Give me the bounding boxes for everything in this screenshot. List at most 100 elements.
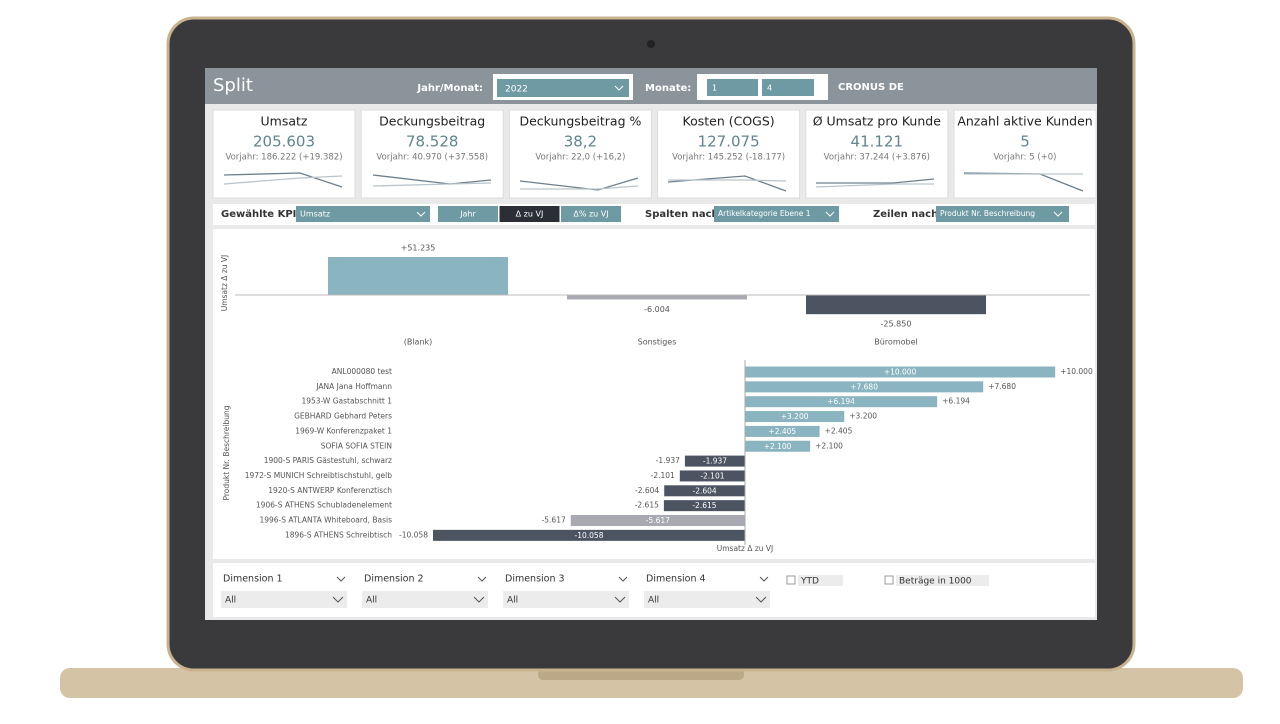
y-tick-label: 1996-S ATLANTA Whiteboard, Basis (259, 516, 392, 525)
bar-inner-label: +2.405 (768, 427, 796, 436)
y-tick-label: 1969-W Konferenzpaket 1 (295, 426, 392, 435)
kpi-card (508, 109, 652, 199)
data-label: -10.058 (399, 530, 428, 539)
kpi-mode-button[interactable] (438, 206, 498, 222)
bar (745, 425, 820, 437)
bar (570, 515, 745, 526)
kpi-previous: Vorjahr: 37.244 (+3.876) (824, 153, 930, 163)
dimension-value: All (225, 596, 236, 606)
chevron (477, 576, 487, 582)
data-label: +3.200 (849, 412, 877, 421)
month-from-box[interactable] (707, 79, 758, 96)
data-label: -5.617 (542, 516, 566, 525)
columns-dropdown[interactable] (714, 206, 839, 222)
sparkline (372, 182, 492, 187)
chevron (614, 596, 626, 603)
y-tick-label: 1972-S MUNICH Schreibtischstuhl, gelb (245, 471, 392, 480)
bar (663, 500, 745, 512)
data-label: -1.937 (656, 456, 680, 465)
kpi-value: 38,2 (564, 133, 597, 151)
kpi-previous: Vorjahr: 40.970 (+37.558) (376, 153, 488, 163)
months-label: Monate: (645, 83, 691, 94)
toggle-bg (896, 575, 989, 586)
control-bar (213, 204, 1095, 225)
kpi-card (657, 109, 801, 199)
y-tick-label: 1920-S ANTWERP Konferenztisch (268, 486, 392, 495)
data-label: -2.615 (635, 501, 659, 510)
chevron (618, 576, 628, 582)
data-label: +2.405 (825, 426, 853, 435)
sparkline (519, 177, 639, 191)
bar-inner-label: -10.058 (575, 531, 604, 540)
dimension-dropdown[interactable] (362, 591, 488, 608)
chevron (759, 576, 769, 582)
kpi-title: Umsatz (261, 114, 308, 129)
y-tick-label: ANL000080 test (332, 367, 392, 376)
data-label: +7.680 (988, 382, 1016, 391)
y-tick-label: 1900-S PARIS Gästestuhl, schwarz (264, 456, 392, 465)
kpi-mode-label: Jahr (459, 210, 476, 219)
toggle-label: Beträge in 1000 (899, 577, 972, 587)
kpi-mode-button[interactable] (561, 206, 621, 222)
dimension-dropdown[interactable] (644, 591, 770, 608)
checkbox[interactable] (786, 575, 796, 585)
month-to-box[interactable] (762, 79, 814, 96)
camera (647, 40, 655, 48)
kpi-value: Umsatz (300, 210, 330, 219)
bar-inner-label: +10.000 (884, 368, 917, 377)
dimension-value: All (366, 596, 377, 606)
kpi-dropdown[interactable] (296, 206, 430, 222)
header-bar (205, 68, 1097, 104)
kpi-value: 41.121 (851, 133, 904, 151)
kpi-mode-label: Δ zu VJ (516, 210, 544, 219)
kpi-mode-button[interactable] (499, 206, 560, 222)
data-label: +51.235 (401, 244, 436, 253)
data-label: -2.604 (635, 486, 659, 495)
bar (745, 396, 938, 408)
chevron (416, 211, 426, 217)
toggle-bg (798, 575, 843, 586)
bar (745, 366, 1056, 378)
year-dropdown[interactable] (497, 79, 629, 97)
kpi-title: Anzahl aktive Kunden (957, 114, 1092, 129)
sparklines (223, 172, 1084, 192)
sparkline (223, 175, 343, 185)
checkbox[interactable] (884, 575, 894, 585)
y-tick-label: SOFIA SOFIA STEIN (321, 441, 392, 450)
bar (664, 485, 745, 497)
bar (433, 529, 745, 541)
kpi-title: Ø Umsatz pro Kunde (813, 114, 942, 129)
sparkline (815, 183, 934, 188)
data-label: +6.194 (942, 397, 970, 406)
slicer-panel (213, 563, 1095, 617)
y-tick-label: 1953-W Gastabschnitt 1 (301, 397, 392, 406)
kpi-value: 127.075 (698, 133, 760, 151)
company: CRONUS DE (838, 82, 904, 93)
y-tick-label: GEBHARD Gebhard Peters (294, 412, 392, 421)
dimension-dropdown[interactable] (221, 591, 347, 608)
bar-inner-label: -2.604 (693, 486, 717, 495)
rows-dropdown[interactable] (936, 206, 1069, 222)
year-label: Jahr/Monat: (416, 83, 483, 94)
laptop-base (60, 668, 1243, 698)
kpi-value: 5 (1020, 133, 1030, 151)
dimension-label: Dimension 3 (505, 574, 565, 585)
x-tick-label: Sonstiges (638, 338, 677, 347)
y-tick-label: JANA Jana Hoffmann (315, 382, 392, 391)
dimension-value: All (507, 596, 518, 606)
chevron (614, 85, 624, 91)
kpi-label: Gewählte KPI: (221, 209, 300, 220)
dimension-dropdown[interactable] (503, 591, 629, 608)
y-tick-label: 1896-S ATHENS Schreibtisch (285, 530, 392, 539)
dimension-label: Dimension 2 (364, 574, 424, 585)
data-label: -6.004 (644, 305, 670, 314)
bar-inner-label: -2.615 (692, 501, 716, 510)
kpi-title: Deckungsbeitrag (379, 114, 485, 129)
month-to: 4 (767, 84, 772, 93)
chevron (332, 596, 344, 603)
bar (679, 470, 745, 482)
dimension-value: All (648, 596, 659, 606)
data-label: -2.101 (651, 471, 675, 480)
dimension-label: Dimension 4 (646, 574, 706, 585)
